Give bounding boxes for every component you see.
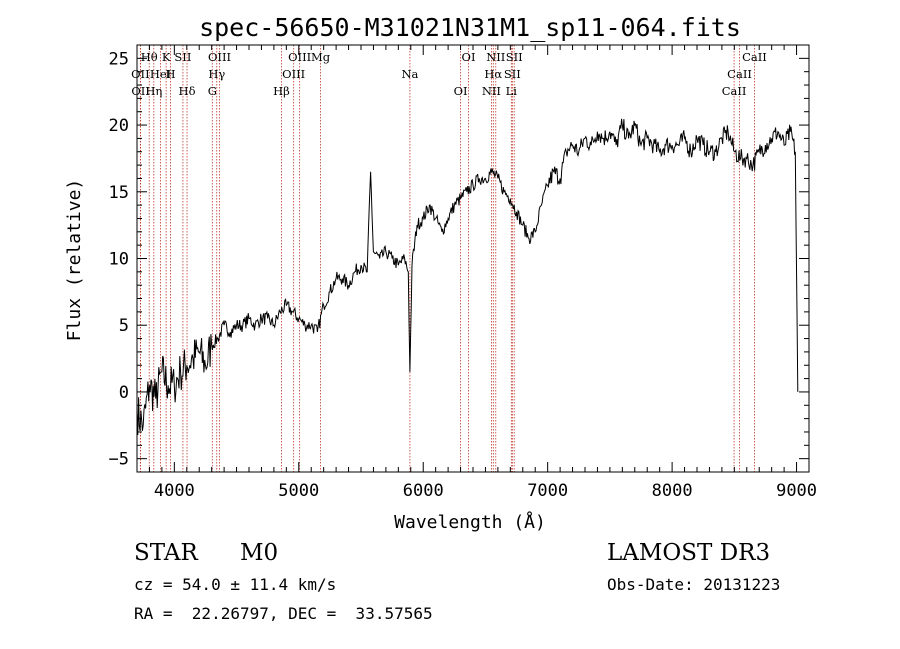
line-label: Mg [311,50,331,64]
coordinates: RA = 22.26797, DEC = 33.57565 [134,604,433,623]
x-tick-label: 9000 [776,481,817,501]
line-label: CaII [727,67,752,81]
line-label: H [165,67,175,81]
line-label: Hα [484,67,502,81]
line-label: NII [482,84,501,98]
line-label: SII [174,50,191,64]
line-label: Hη [145,84,162,98]
chart-title: spec-56650-M31021N31M1_sp11-064.fits [199,13,741,42]
emission-line-markers [139,45,755,472]
line-label: CaII [742,50,767,64]
survey-name: LAMOST DR3 [607,540,771,566]
line-label: OIII [288,50,311,64]
line-label: OIII [208,50,231,64]
line-label: OII [131,67,150,81]
line-label: Hβ [273,84,290,98]
y-axis-ticks: −5 0 5 10 15 20 25 [109,44,809,473]
y-tick-label: 15 [109,183,129,203]
line-label: Hθ [141,50,158,64]
x-tick-label: 5000 [278,481,319,501]
line-label: CaII [722,84,747,98]
line-label: Na [401,67,418,81]
plot-frame [136,44,810,473]
y-tick-label: 25 [109,49,129,69]
y-axis-label: Flux (relative) [64,179,85,342]
x-tick-label: 7000 [527,481,568,501]
spectrum-line [136,118,799,436]
line-label: Hγ [208,67,225,81]
line-label: OI [462,50,476,64]
line-labels: Hθ OII OII K HeI Hη SII H Hδ OIII Hγ G OIII OIII Hβ Mg N… [131,50,767,98]
line-label: OIII [282,67,305,81]
line-label: OII [131,84,150,98]
line-label: K [162,50,171,64]
line-label: Li [506,84,518,98]
x-axis-label: Wavelength (Å) [394,511,546,533]
line-label: SII [506,50,523,64]
y-tick-label: 5 [119,316,129,336]
line-label: G [208,84,217,98]
y-tick-label: 0 [119,383,129,403]
x-axis-ticks: 4000 5000 6000 7000 8000 9000 [136,45,817,501]
x-tick-label: 4000 [154,481,195,501]
object-subclass: M0 [240,540,279,566]
line-label: SII [504,67,521,81]
x-tick-label: 8000 [652,481,693,501]
line-label: HeI [150,67,171,81]
y-tick-label: −5 [109,450,129,470]
line-label: OI [454,84,468,98]
redshift-velocity: cz = 54.0 ± 11.4 km/s [134,575,337,594]
y-tick-label: 20 [109,116,129,136]
observation-date: Obs-Date: 20131223 [607,575,781,594]
line-label: Hδ [179,84,196,98]
object-class: STAR [134,540,198,566]
line-label: NII [486,50,505,64]
x-tick-label: 6000 [403,481,444,501]
y-tick-label: 10 [109,250,129,270]
